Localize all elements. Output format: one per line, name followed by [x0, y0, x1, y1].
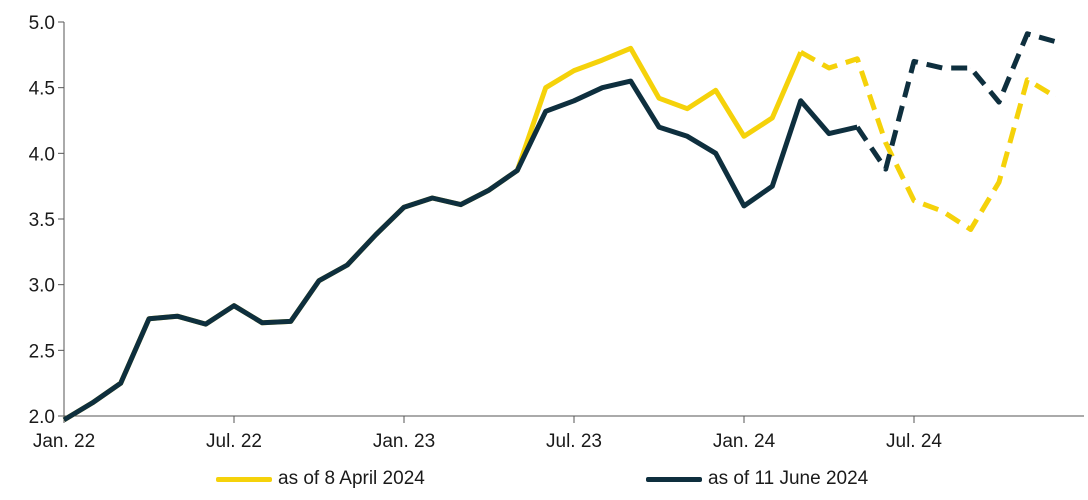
legend-swatch-april [216, 476, 272, 482]
x-axis-ticks: Jan. 22 Jul. 22 Jan. 23 Jul. 23 Jan. 24 Jul. … [33, 416, 942, 452]
y-tick-label: 4.5 [29, 79, 55, 100]
x-tick-label: Jan. 23 [373, 431, 435, 452]
x-tick-label: Jan. 24 [713, 431, 776, 452]
y-tick-label: 3.5 [29, 210, 55, 231]
series-line-dashed [855, 31, 1057, 172]
legend: as of 8 April 2024 as of 11 June 2024 [0, 468, 1088, 496]
x-tick-label: Jul. 23 [546, 431, 602, 452]
line-chart: 2.02.53.03.54.04.55.0 Jan. 22 Jul. 22 Jan.… [29, 13, 1084, 452]
x-tick-label: Jan. 22 [33, 431, 95, 452]
legend-item-april: as of 8 April 2024 [216, 468, 425, 490]
y-tick-label: 2.0 [29, 407, 55, 428]
y-tick-label: 3.0 [29, 276, 55, 297]
chart-axes [63, 22, 1084, 417]
y-tick-label: 5.0 [29, 13, 55, 34]
y-tick-label: 2.5 [29, 341, 55, 362]
series-layer [62, 31, 1057, 423]
series-1 [62, 31, 1057, 423]
legend-swatch-june [646, 476, 702, 482]
legend-label-april: as of 8 April 2024 [278, 468, 425, 489]
legend-item-june: as of 11 June 2024 [646, 468, 868, 490]
y-tick-label: 4.0 [29, 144, 55, 165]
x-tick-label: Jul. 24 [886, 431, 942, 452]
y-axis-ticks: 2.0 2.5 3.0 3.5 4.0 4.5 5.0 [29, 13, 64, 428]
legend-label-june: as of 11 June 2024 [708, 468, 869, 489]
series-line-solid [62, 45, 803, 423]
series-line-solid [62, 78, 858, 423]
x-tick-label: Jul. 22 [206, 431, 262, 452]
series-line-dashed [799, 50, 1057, 232]
